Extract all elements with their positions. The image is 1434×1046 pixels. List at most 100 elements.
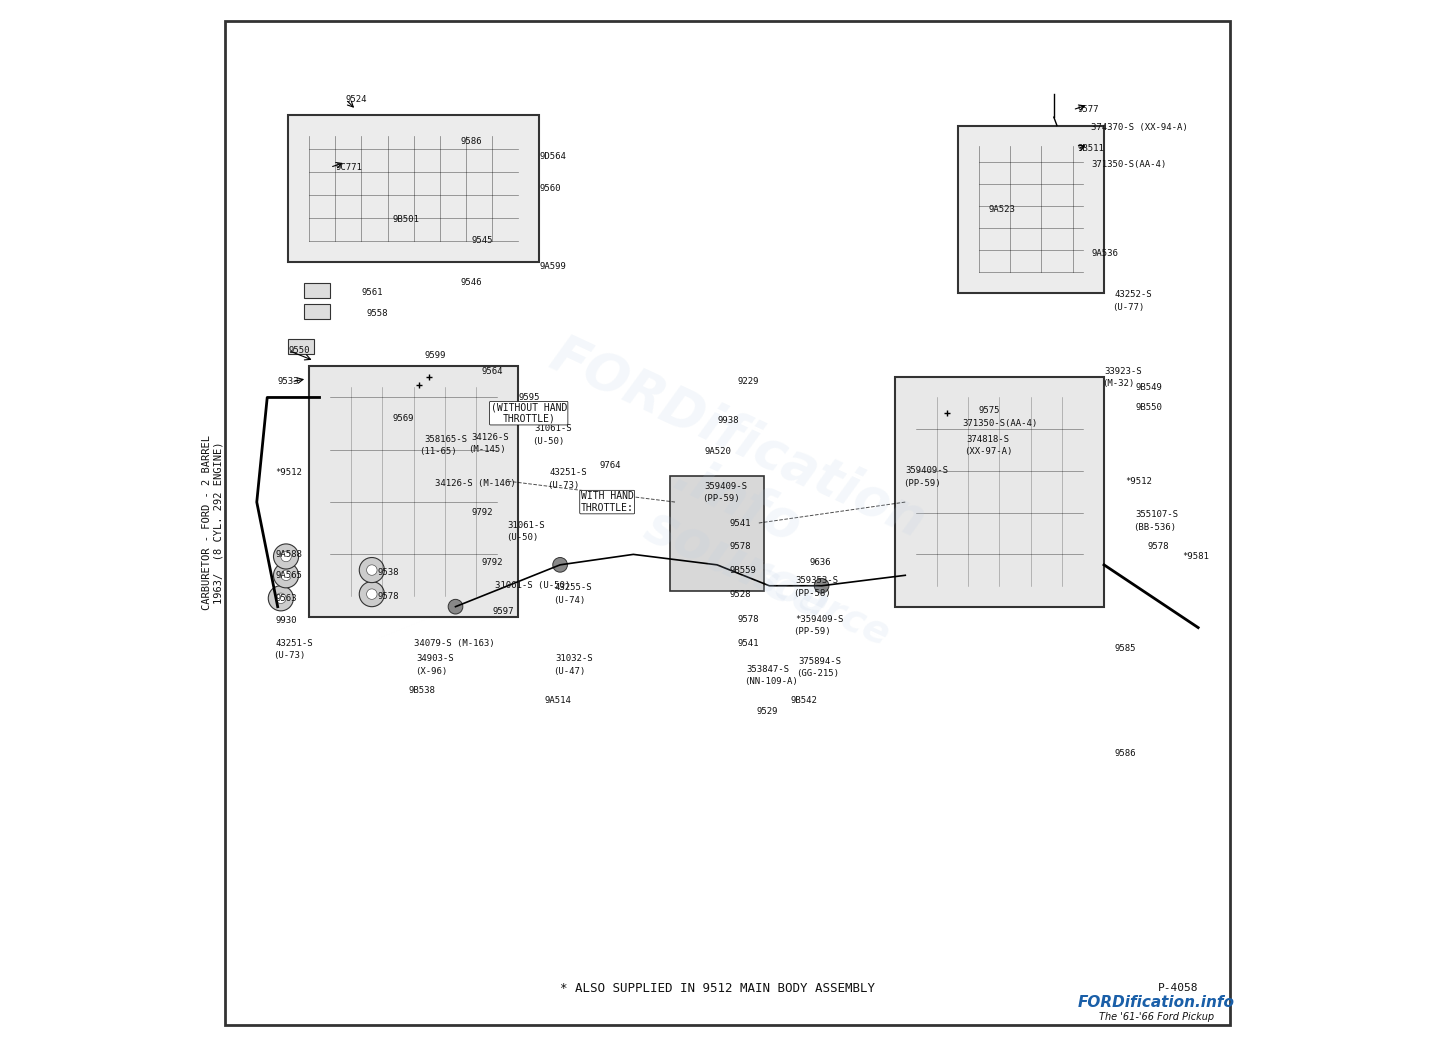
- Text: FORDification.info: FORDification.info: [1078, 995, 1235, 1009]
- Text: 9563: 9563: [275, 594, 297, 602]
- Text: 9558: 9558: [367, 310, 389, 318]
- Text: (PP-59): (PP-59): [903, 479, 941, 487]
- Text: 9578: 9578: [1149, 542, 1170, 550]
- Bar: [288, 339, 314, 354]
- Text: 9546: 9546: [460, 278, 482, 287]
- Text: 31061-S: 31061-S: [508, 521, 545, 529]
- Text: 31061-S: 31061-S: [533, 425, 572, 433]
- Text: 9529: 9529: [757, 707, 779, 715]
- Text: 9B550: 9B550: [1136, 404, 1163, 412]
- Text: 374370-S (XX-94-A): 374370-S (XX-94-A): [1091, 123, 1189, 132]
- Circle shape: [275, 593, 285, 604]
- Text: 9A599: 9A599: [539, 263, 566, 271]
- Circle shape: [815, 578, 829, 593]
- Text: 9A536: 9A536: [1091, 249, 1119, 257]
- Text: 33923-S: 33923-S: [1104, 367, 1141, 376]
- Text: 9A588: 9A588: [275, 550, 303, 559]
- Circle shape: [360, 558, 384, 583]
- Text: 9A565: 9A565: [275, 571, 303, 579]
- Text: 9575: 9575: [978, 406, 999, 414]
- Text: 9524: 9524: [346, 95, 367, 104]
- Text: (U-77): (U-77): [1113, 303, 1144, 312]
- Text: 9528: 9528: [730, 590, 751, 598]
- Text: 34903-S: 34903-S: [417, 655, 455, 663]
- Text: 9938: 9938: [717, 416, 739, 425]
- Text: 9561: 9561: [361, 289, 383, 297]
- Bar: [304, 283, 330, 298]
- Text: 355107-S: 355107-S: [1136, 510, 1179, 519]
- Text: (X-96): (X-96): [414, 667, 447, 676]
- Text: (M-145): (M-145): [467, 446, 506, 454]
- FancyBboxPatch shape: [895, 377, 1104, 607]
- Text: (PP-59): (PP-59): [703, 495, 740, 503]
- Text: 9533: 9533: [278, 378, 300, 386]
- Text: *9581: *9581: [1183, 552, 1209, 561]
- Circle shape: [552, 558, 568, 572]
- Text: 9792: 9792: [482, 559, 503, 567]
- Text: 31032-S: 31032-S: [555, 655, 592, 663]
- Circle shape: [360, 582, 384, 607]
- Text: 9538: 9538: [377, 568, 399, 576]
- Circle shape: [710, 558, 724, 572]
- Text: P-4058: P-4058: [1157, 983, 1199, 994]
- Text: (U-47): (U-47): [552, 667, 585, 676]
- Circle shape: [281, 570, 291, 581]
- Text: 34126-S: 34126-S: [472, 433, 509, 441]
- Text: 9D564: 9D564: [539, 153, 566, 161]
- Text: CARBURETOR - FORD - 2 BARREL
1963/  (8 CYL. 292 ENGINE): CARBURETOR - FORD - 2 BARREL 1963/ (8 CY…: [202, 435, 224, 611]
- Text: (BB-536): (BB-536): [1133, 523, 1176, 531]
- Circle shape: [367, 589, 377, 599]
- Text: 371350-S(AA-4): 371350-S(AA-4): [1091, 160, 1167, 168]
- Text: 9764: 9764: [599, 461, 621, 470]
- Text: 43255-S: 43255-S: [555, 584, 592, 592]
- Text: *9512: *9512: [275, 469, 303, 477]
- Circle shape: [367, 565, 377, 575]
- Text: 353847-S: 353847-S: [746, 665, 789, 674]
- Text: 9545: 9545: [472, 236, 493, 245]
- Text: *9512: *9512: [1124, 477, 1152, 485]
- Text: 9A523: 9A523: [989, 205, 1015, 213]
- Circle shape: [281, 551, 291, 562]
- Text: (U-74): (U-74): [552, 596, 585, 605]
- Text: (U-50): (U-50): [532, 437, 564, 446]
- Text: 43251-S: 43251-S: [549, 469, 588, 477]
- Circle shape: [274, 544, 298, 569]
- Text: 359409-S: 359409-S: [704, 482, 747, 491]
- Circle shape: [449, 599, 463, 614]
- Text: 9586: 9586: [460, 137, 482, 145]
- Text: (U-73): (U-73): [274, 652, 305, 660]
- Text: 375894-S: 375894-S: [799, 657, 842, 665]
- Text: 43252-S: 43252-S: [1114, 291, 1152, 299]
- Text: 31061-S (U-50): 31061-S (U-50): [495, 582, 571, 590]
- Text: 9A514: 9A514: [545, 697, 571, 705]
- FancyBboxPatch shape: [288, 115, 539, 262]
- Text: (NN-109-A): (NN-109-A): [744, 678, 797, 686]
- Text: 9595: 9595: [518, 393, 539, 402]
- Text: (11-65): (11-65): [419, 448, 456, 456]
- FancyBboxPatch shape: [958, 126, 1104, 293]
- Text: 9569: 9569: [393, 414, 414, 423]
- Text: 9586: 9586: [1114, 749, 1136, 757]
- Text: 9792: 9792: [472, 508, 493, 517]
- FancyBboxPatch shape: [670, 476, 764, 591]
- Circle shape: [274, 563, 298, 588]
- Text: 9550: 9550: [288, 346, 310, 355]
- Text: 9577: 9577: [1078, 106, 1100, 114]
- Text: 9564: 9564: [482, 367, 503, 376]
- Text: 9B559: 9B559: [730, 566, 756, 574]
- Text: 371350-S(AA-4): 371350-S(AA-4): [962, 419, 1038, 428]
- Text: 9578: 9578: [730, 542, 751, 550]
- Text: 9578: 9578: [377, 592, 399, 600]
- Text: *359409-S: *359409-S: [796, 615, 843, 623]
- Text: 9A520: 9A520: [704, 448, 731, 456]
- Text: 9560: 9560: [539, 184, 561, 192]
- Text: 9541: 9541: [730, 519, 751, 527]
- Text: The '61-'66 Ford Pickup: The '61-'66 Ford Pickup: [1098, 1011, 1215, 1022]
- Text: WITH HAND
THROTTLE:: WITH HAND THROTTLE:: [581, 492, 634, 513]
- Text: 9578: 9578: [739, 615, 760, 623]
- Text: 9B501: 9B501: [393, 215, 420, 224]
- Text: 359353-S: 359353-S: [796, 576, 839, 585]
- Text: 34126-S (M-146): 34126-S (M-146): [435, 479, 515, 487]
- Text: 9792: 9792: [502, 414, 523, 423]
- Bar: [304, 304, 330, 319]
